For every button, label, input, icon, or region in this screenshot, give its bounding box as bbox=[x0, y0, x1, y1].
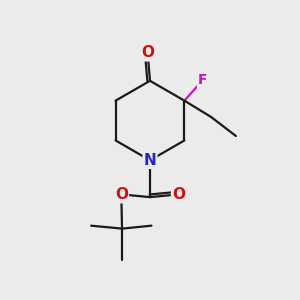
Text: O: O bbox=[141, 45, 154, 60]
Text: N: N bbox=[144, 153, 156, 168]
Text: F: F bbox=[198, 73, 207, 87]
Text: O: O bbox=[115, 187, 128, 202]
Text: O: O bbox=[172, 187, 185, 202]
